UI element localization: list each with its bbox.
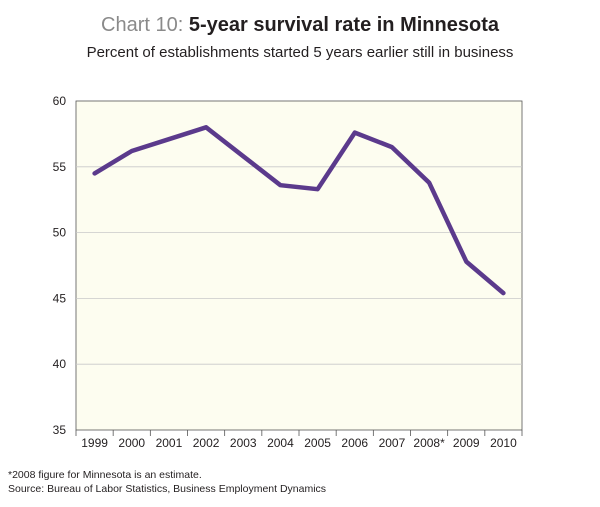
series-line	[92, 125, 506, 296]
y-tick-label: 55	[53, 160, 67, 174]
y-tick-label: 35	[53, 423, 67, 437]
y-tick-label: 45	[53, 291, 67, 305]
x-tick-label: 2000	[118, 436, 145, 450]
y-tick-label: 60	[53, 94, 67, 108]
y-tick-label: 40	[53, 357, 67, 371]
plot-area	[75, 100, 523, 431]
x-tick-label: 2006	[341, 436, 368, 450]
footnotes: *2008 figure for Minnesota is an estimat…	[8, 468, 326, 496]
chart-title: Chart 10: 5-year survival rate in Minnes…	[0, 12, 600, 38]
chart-title-prefix: Chart 10:	[101, 14, 184, 36]
x-tick-label: 2003	[230, 436, 257, 450]
x-tick-label: 2010	[490, 436, 517, 450]
x-tick-label: 2002	[193, 436, 220, 450]
x-tick-label: 2005	[304, 436, 331, 450]
chart-title-main: 5-year survival rate in Minnesota	[188, 14, 499, 36]
x-tick-label: 1999	[81, 436, 108, 450]
x-tick-label: 2007	[379, 436, 406, 450]
x-tick-label: 2001	[156, 436, 183, 450]
chart-subtitle: Percent of establishments started 5 year…	[86, 44, 514, 61]
x-tick-label: 2004	[267, 436, 294, 450]
footnote-source: Source: Bureau of Labor Statistics, Busi…	[8, 483, 327, 495]
x-tick-label: 2008*	[413, 436, 445, 450]
y-tick-label: 50	[53, 226, 67, 240]
x-tick-label: 2009	[453, 436, 480, 450]
footnote-estimate: *2008 figure for Minnesota is an estimat…	[8, 469, 202, 481]
